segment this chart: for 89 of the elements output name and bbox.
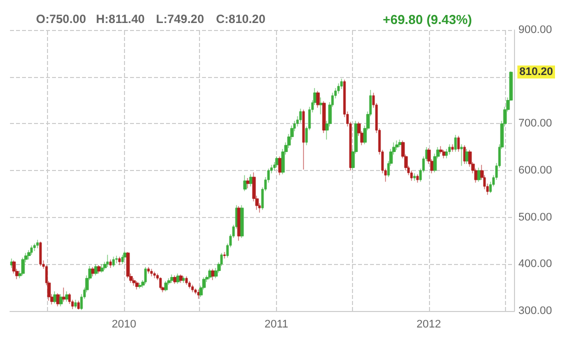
candlestick <box>27 250 31 260</box>
candlestick <box>144 266 147 284</box>
candlestick <box>275 156 279 168</box>
candlestick <box>97 264 101 274</box>
x-tick-label: 2012 <box>416 318 442 330</box>
candlestick <box>463 144 466 164</box>
x-tick-label: 2011 <box>264 318 288 330</box>
text: C:810.20 <box>216 12 266 26</box>
candlestick <box>299 108 302 123</box>
candlestick <box>109 259 112 268</box>
candlestick <box>316 90 320 108</box>
candlestick <box>465 148 469 164</box>
candlestick <box>448 144 451 155</box>
y-tick-label: 900.00 <box>518 24 552 36</box>
candlestick <box>159 277 162 290</box>
candlestick <box>77 300 80 309</box>
candlestick <box>121 254 124 264</box>
y-tick-label: 600.00 <box>518 164 552 176</box>
candlestick <box>460 144 463 166</box>
candlestick <box>65 291 69 302</box>
candlestick <box>278 156 282 176</box>
candlestick <box>457 136 460 152</box>
candlestick <box>208 268 212 280</box>
text: L:749.20 <box>156 12 204 26</box>
candlestick <box>56 292 60 307</box>
text: O:750.00 <box>36 12 86 26</box>
candlestick <box>74 300 77 308</box>
candlestick <box>59 294 63 307</box>
candlestick <box>249 174 253 187</box>
candlestick <box>100 264 104 273</box>
candlestick <box>53 291 57 304</box>
candlestick <box>398 139 402 148</box>
candlestick <box>150 268 153 277</box>
candlestick <box>10 258 13 268</box>
candlestick <box>410 170 413 182</box>
candlestick <box>39 241 42 266</box>
candlestick <box>223 252 226 259</box>
candlestick <box>30 245 33 256</box>
candlestick <box>164 280 168 292</box>
candlestick <box>33 243 36 252</box>
candlestick <box>246 178 250 189</box>
candlestick <box>191 284 194 293</box>
candlestick <box>182 276 185 284</box>
candlestick <box>211 268 215 280</box>
candlestick <box>477 167 481 182</box>
candlestick <box>36 240 39 248</box>
candlestick <box>179 274 183 284</box>
candlestick <box>173 275 177 284</box>
candlestick <box>123 250 127 260</box>
candlestick <box>94 264 98 276</box>
candlestick <box>240 204 244 238</box>
y-tick-label: 500.00 <box>518 211 552 224</box>
candlestick <box>243 174 247 192</box>
candlestick <box>91 266 95 277</box>
candlestick <box>176 273 180 284</box>
x-tick-label: 2010 <box>112 318 136 330</box>
candlestick <box>118 256 121 266</box>
candlestick <box>451 144 454 152</box>
annotation: 810.20 <box>519 66 554 78</box>
candlestick <box>237 206 241 241</box>
candlestick <box>138 282 142 289</box>
candlestick <box>416 174 419 183</box>
candlestick <box>106 254 109 268</box>
candlestick <box>185 276 188 286</box>
candlestick <box>454 134 457 152</box>
candlestick <box>197 289 200 300</box>
candlestick <box>442 150 446 159</box>
candlestick <box>319 97 323 115</box>
candlestick <box>413 173 416 182</box>
candlestick <box>188 280 191 289</box>
candlestick <box>62 287 66 302</box>
y-tick-label: 400.00 <box>518 258 552 270</box>
candlestick <box>445 148 448 159</box>
candlestick <box>115 255 118 264</box>
candlestick <box>147 266 150 274</box>
candlestick <box>340 78 343 90</box>
candlestick <box>302 109 305 170</box>
candlestick <box>112 256 115 268</box>
candlestick <box>153 271 156 278</box>
candlestick <box>395 140 399 150</box>
y-tick-label: 700.00 <box>518 118 552 130</box>
candlestick <box>170 274 174 284</box>
y-tick-label: 300.00 <box>518 305 552 317</box>
candlestick <box>135 280 139 290</box>
candlestick <box>322 100 326 134</box>
text: +69.80 (9.43%) <box>382 12 472 27</box>
text: H:811.40 <box>96 12 146 26</box>
candlestick <box>132 278 136 286</box>
candlestick <box>21 257 25 276</box>
